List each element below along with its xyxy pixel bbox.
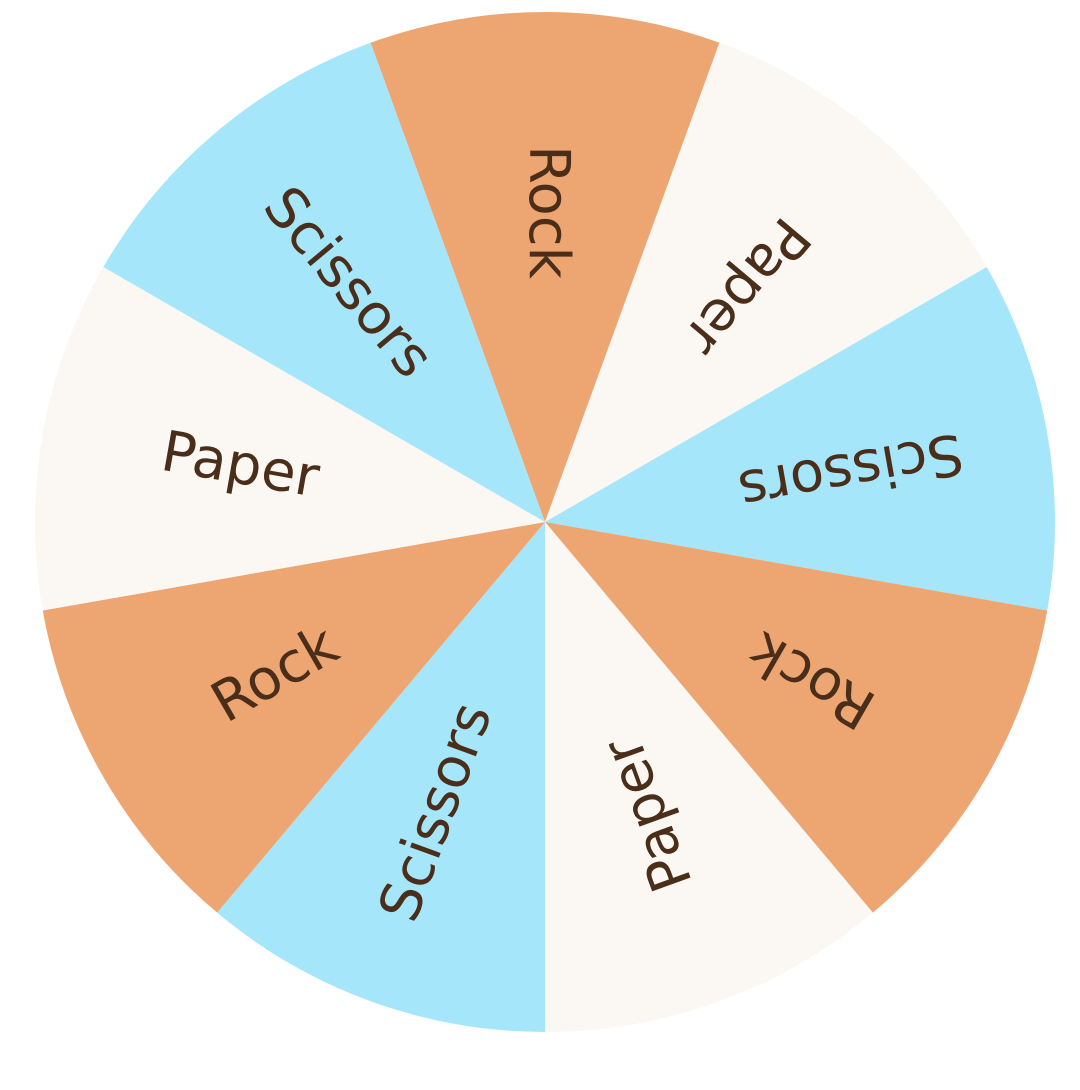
wheel-segment-paper[interactable] (545, 42, 987, 522)
wheel-segment-scissors[interactable] (545, 267, 1055, 611)
wheel-segment-scissors[interactable] (217, 522, 545, 1032)
wheel-segments[interactable] (35, 12, 1055, 1032)
wheel-segment-label: Rock (516, 145, 581, 279)
wheel-segment-paper[interactable] (35, 267, 545, 611)
wheel-segment-rock[interactable] (370, 12, 720, 522)
wheel-segment-scissors[interactable] (103, 42, 545, 522)
wheel-segment-rock[interactable] (42, 522, 545, 913)
wheel-segment-rock[interactable] (545, 522, 1048, 913)
wheel-segment-paper[interactable] (545, 522, 873, 1032)
